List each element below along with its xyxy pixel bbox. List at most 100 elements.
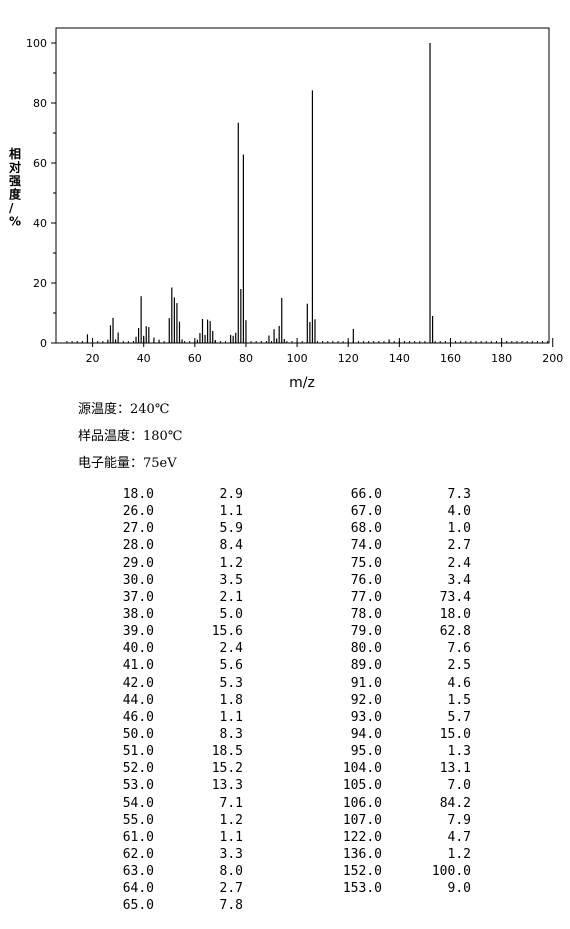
peak-row: 65.0 7.8 xyxy=(98,897,243,914)
x-tick-label: 20 xyxy=(86,352,100,365)
peak-abundance: 5.6 xyxy=(219,658,243,674)
peak-mz: 55.0 xyxy=(122,812,154,828)
peak-abundance: 7.0 xyxy=(447,778,471,794)
peak-row: 67.0 4.0 xyxy=(326,503,471,520)
peak-abundance: 1.1 xyxy=(219,504,243,520)
peak-row: 41.0 5.6 xyxy=(98,657,243,674)
peak-row: 40.0 2.4 xyxy=(98,640,243,657)
peak-abundance: 8.4 xyxy=(219,538,243,554)
peak-mz: 37.0 xyxy=(122,589,154,605)
peak-abundance: 3.3 xyxy=(219,846,243,862)
peak-abundance: 4.0 xyxy=(447,504,471,520)
x-tick-label: 60 xyxy=(188,352,202,365)
x-tick-label: 200 xyxy=(542,352,563,365)
peak-row: 38.0 5.0 xyxy=(98,606,243,623)
electron-energy: 电子能量：75eV xyxy=(78,456,177,471)
peak-mz: 107.0 xyxy=(342,812,382,828)
peak-abundance: 3.5 xyxy=(219,572,243,588)
peak-mz: 74.0 xyxy=(350,538,382,554)
peak-mz: 66.0 xyxy=(350,487,382,502)
peak-row: 95.0 1.3 xyxy=(326,743,471,760)
peak-abundance: 7.9 xyxy=(447,812,471,828)
peak-abundance: 8.0 xyxy=(219,864,243,880)
peak-abundance: 2.4 xyxy=(219,641,243,657)
peak-mz: 38.0 xyxy=(122,606,154,622)
peak-abundance: 5.3 xyxy=(219,675,243,691)
peak-row: 92.0 1.5 xyxy=(326,692,471,709)
peak-abundance: 15.6 xyxy=(211,624,243,640)
peak-abundance: 18.0 xyxy=(439,606,471,622)
peak-row: 44.0 1.8 xyxy=(98,692,243,709)
peak-row: 94.0 15.0 xyxy=(326,726,471,743)
y-tick-label: 0 xyxy=(40,337,47,350)
peak-row: 61.0 1.1 xyxy=(98,829,243,846)
peak-mz: 53.0 xyxy=(122,778,154,794)
peak-abundance: 4.6 xyxy=(447,675,471,691)
peak-row: 62.0 3.3 xyxy=(98,846,243,863)
peak-mz: 152.0 xyxy=(342,864,382,880)
peak-row: 53.0 13.3 xyxy=(98,777,243,794)
peak-row: 80.0 7.6 xyxy=(326,640,471,657)
peak-mz: 153.0 xyxy=(342,881,382,897)
peak-abundance: 1.5 xyxy=(447,692,471,708)
peak-table-left: 18.0 2.9 26.0 1.1 27.0 5.9 28.0 8.4 29.0 1.2 30.0 3… xyxy=(98,486,243,915)
peak-row: 78.0 18.0 xyxy=(326,606,471,623)
x-axis-label: m/z xyxy=(289,375,315,391)
peak-mz: 80.0 xyxy=(350,641,382,657)
peak-row: 39.0 15.6 xyxy=(98,623,243,640)
peak-abundance: 73.4 xyxy=(439,589,471,605)
peak-row: 79.0 62.8 xyxy=(326,623,471,640)
peak-mz: 61.0 xyxy=(122,829,154,845)
peak-row: 52.0 15.2 xyxy=(98,760,243,777)
peak-abundance: 7.8 xyxy=(219,898,243,914)
peak-row: 55.0 1.2 xyxy=(98,812,243,829)
peak-mz: 46.0 xyxy=(122,709,154,725)
x-tick-label: 160 xyxy=(440,352,461,365)
peak-mz: 77.0 xyxy=(350,589,382,605)
peak-abundance: 1.3 xyxy=(447,744,471,760)
peak-mz: 62.0 xyxy=(122,846,154,862)
peak-mz: 26.0 xyxy=(122,504,154,520)
peak-table-right: 66.0 7.3 67.0 4.0 68.0 1.0 74.0 2.7 75.0 2.4 76.0 3… xyxy=(326,486,471,897)
y-axis-label: 相对强度/% xyxy=(9,146,22,229)
peak-row: 18.0 2.9 xyxy=(98,486,243,503)
peak-mz: 94.0 xyxy=(350,726,382,742)
peak-mz: 29.0 xyxy=(122,555,154,571)
peak-row: 27.0 5.9 xyxy=(98,520,243,537)
x-tick-label: 180 xyxy=(491,352,512,365)
peak-mz: 79.0 xyxy=(350,624,382,640)
peak-abundance: 5.7 xyxy=(447,709,471,725)
peak-abundance: 7.3 xyxy=(447,487,471,502)
peak-abundance: 1.8 xyxy=(219,692,243,708)
peak-abundance: 2.5 xyxy=(447,658,471,674)
peak-abundance: 8.3 xyxy=(219,726,243,742)
peak-abundance: 15.0 xyxy=(439,726,471,742)
peak-mz: 93.0 xyxy=(350,709,382,725)
peak-abundance: 5.9 xyxy=(219,521,243,537)
peak-row: 104.0 13.1 xyxy=(326,760,471,777)
mass-spectrum-chart: 20 40 60 80 100 120 140 160 180 200 020406080100 … xyxy=(9,27,563,391)
peak-row: 37.0 2.1 xyxy=(98,589,243,606)
peak-mz: 136.0 xyxy=(342,846,382,862)
peak-mz: 40.0 xyxy=(122,641,154,657)
peak-row: 153.0 9.0 xyxy=(326,880,471,897)
peak-mz: 75.0 xyxy=(350,555,382,571)
peak-row: 28.0 8.4 xyxy=(98,537,243,554)
peak-abundance: 2.7 xyxy=(447,538,471,554)
peak-mz: 67.0 xyxy=(350,504,382,520)
peak-row: 63.0 8.0 xyxy=(98,863,243,880)
spectrum-bars xyxy=(86,43,434,343)
x-axis-ticks: 20 40 60 80 100 120 140 160 180 200 xyxy=(86,338,563,365)
peak-abundance: 62.8 xyxy=(439,624,471,640)
peak-mz: 78.0 xyxy=(350,606,382,622)
peak-row: 51.0 18.5 xyxy=(98,743,243,760)
peak-mz: 27.0 xyxy=(122,521,154,537)
peak-mz: 95.0 xyxy=(350,744,382,760)
peak-mz: 68.0 xyxy=(350,521,382,537)
peak-abundance: 84.2 xyxy=(439,795,471,811)
peak-mz: 104.0 xyxy=(342,761,382,777)
peak-row: 75.0 2.4 xyxy=(326,555,471,572)
peak-abundance: 9.0 xyxy=(447,881,471,897)
peak-abundance: 1.2 xyxy=(219,812,243,828)
peak-mz: 91.0 xyxy=(350,675,382,691)
